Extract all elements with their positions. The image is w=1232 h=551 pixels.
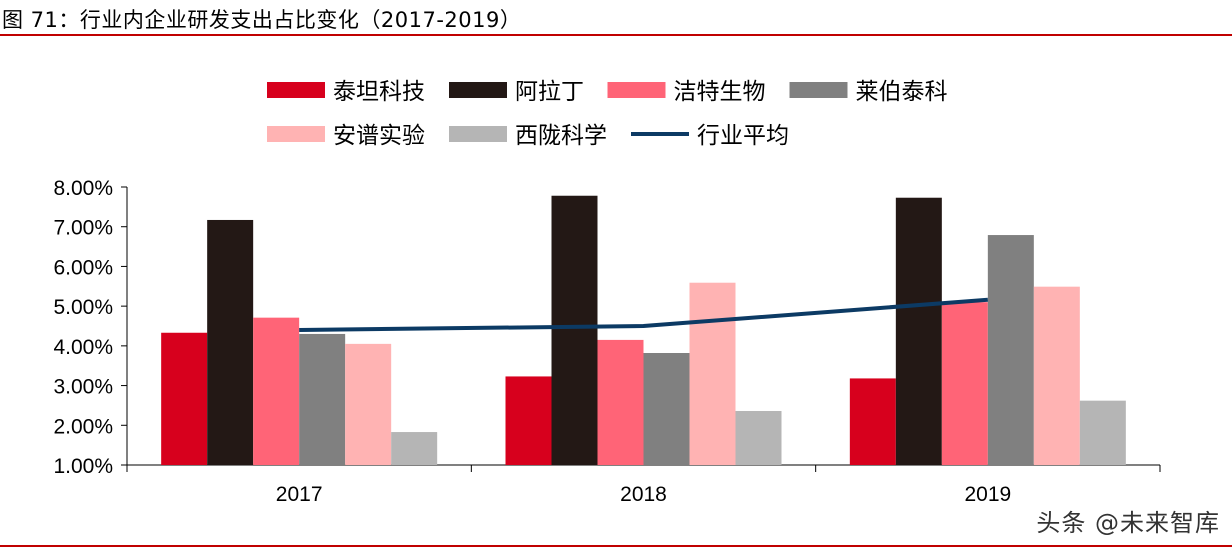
title-divider — [0, 34, 1232, 36]
bar-6-2018 — [735, 410, 782, 465]
bar-2-2017 — [207, 219, 254, 465]
legend-label: 行业平均 — [697, 123, 789, 149]
legend-swatch — [449, 126, 507, 142]
x-tick-label: 2017 — [276, 483, 323, 506]
bar-4-2019 — [987, 235, 1034, 465]
page-title: 图 71：行业内企业研发支出占比变化（2017-2019） — [2, 8, 522, 32]
legend-label: 莱伯泰科 — [856, 79, 948, 105]
legend-swatch — [267, 82, 325, 98]
chart-bars — [161, 195, 1126, 466]
legend-label: 安谱实验 — [333, 123, 425, 149]
bar-1-2019 — [849, 378, 896, 465]
bar-5-2019 — [1033, 286, 1080, 465]
bar-1-2018 — [505, 376, 552, 465]
bar-4-2018 — [643, 353, 690, 465]
y-tick-label: 1.00% — [53, 455, 113, 478]
bar-2-2019 — [895, 197, 942, 466]
y-tick-label: 3.00% — [53, 376, 113, 399]
bar-3-2017 — [253, 317, 300, 465]
y-tick-label: 7.00% — [53, 217, 113, 240]
bar-3-2019 — [941, 302, 988, 465]
bar-5-2017 — [345, 343, 392, 465]
average-line — [299, 297, 988, 332]
y-tick-label: 4.00% — [53, 336, 113, 359]
legend-swatch — [607, 82, 666, 98]
bar-4-2017 — [299, 333, 346, 465]
legend-swatch — [267, 126, 325, 142]
bar-6-2017 — [391, 432, 438, 465]
bar-2-2018 — [551, 195, 598, 466]
bar-6-2019 — [1079, 400, 1126, 465]
legend-label: 阿拉丁 — [515, 79, 584, 105]
x-tick-label: 2018 — [620, 483, 667, 506]
y-tick-label: 6.00% — [53, 256, 113, 279]
y-tick-label: 2.00% — [53, 415, 113, 438]
y-tick-label: 5.00% — [53, 296, 113, 319]
bar-5-2018 — [689, 282, 736, 465]
bottom-divider — [0, 545, 1232, 547]
legend-swatch — [449, 82, 507, 98]
bar-1-2017 — [161, 332, 208, 465]
watermark: 头条 @未来智库 — [1036, 509, 1220, 537]
legend-label: 洁特生物 — [674, 79, 766, 105]
bar-3-2018 — [597, 339, 644, 465]
chart-average-line — [299, 297, 988, 332]
legend-label: 泰坦科技 — [333, 79, 425, 105]
legend-label: 西陇科学 — [515, 123, 607, 149]
legend-swatch — [789, 82, 848, 98]
x-tick-label: 2019 — [964, 483, 1011, 506]
y-tick-label: 8.00% — [53, 177, 113, 200]
title-bar: 图 71：行业内企业研发支出占比变化（2017-2019） — [0, 0, 1232, 36]
